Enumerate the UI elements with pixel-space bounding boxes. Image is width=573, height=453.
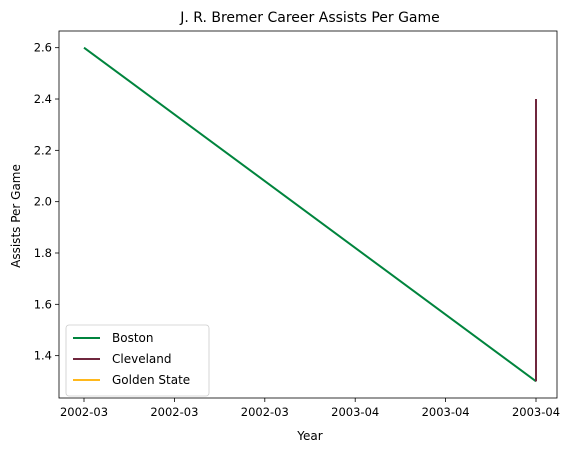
x-axis-label: Year [296,429,322,443]
x-axis: 2002-03 2002-03 2002-03 2003-04 2003-04 2003-… [60,398,560,419]
y-axis: 1.4 1.6 1.8 2.0 2.2 2.4 2.6 [34,41,59,363]
y-tick-label: 2.4 [34,92,52,106]
legend-label: Golden State [112,373,190,387]
chart-title: J. R. Bremer Career Assists Per Game [179,10,440,26]
legend-label: Boston [112,331,153,345]
series-line-boston [83,46,537,383]
series-layer [83,46,537,383]
y-tick-label: 2.2 [34,143,52,157]
x-tick-label: 2002-03 [241,405,289,419]
y-tick-label: 1.4 [34,349,52,363]
x-tick-label: 2003-04 [422,405,470,419]
y-tick-label: 2.0 [34,195,52,209]
legend: Boston Cleveland Golden State [65,324,210,397]
x-tick-label: 2002-03 [60,405,108,419]
x-tick-label: 2003-04 [512,405,560,419]
legend-box [65,324,210,397]
legend-label: Cleveland [112,352,172,366]
x-tick-label: 2002-03 [150,405,198,419]
x-tick-label: 2003-04 [331,405,379,419]
y-tick-label: 2.6 [34,41,52,55]
plot-frame [58,30,558,399]
y-tick-label: 1.8 [34,246,52,260]
y-axis-label: Assists Per Game [9,164,23,268]
y-tick-label: 1.6 [34,297,52,311]
